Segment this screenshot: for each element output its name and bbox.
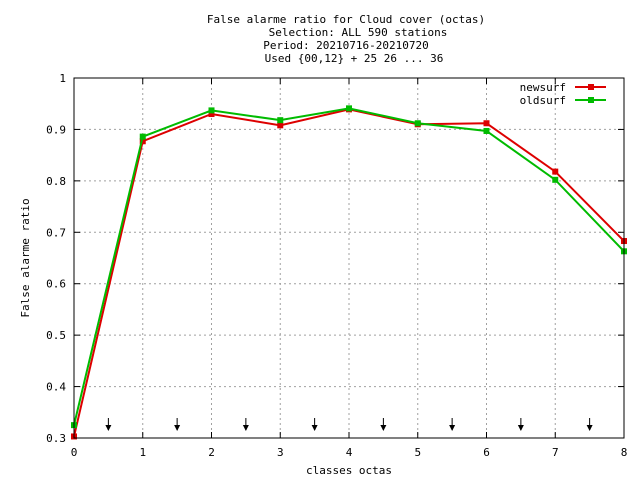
x-tick-label: 5 bbox=[414, 446, 421, 459]
y-tick-label: 1 bbox=[59, 72, 66, 85]
x-tick-label: 6 bbox=[483, 446, 490, 459]
down-arrow-icon bbox=[174, 418, 181, 431]
x-tick-label: 7 bbox=[552, 446, 559, 459]
chart-title: False alarme ratio for Cloud cover (octa… bbox=[207, 13, 485, 65]
series-line bbox=[73, 107, 625, 426]
data-point bbox=[277, 117, 284, 124]
data-point bbox=[552, 176, 559, 183]
title-line-4: Used {00,12} + 25 26 ... 36 bbox=[265, 52, 444, 65]
y-tick-label: 0.6 bbox=[46, 278, 66, 291]
x-tick-label: 1 bbox=[139, 446, 146, 459]
x-tick-label: 3 bbox=[277, 446, 284, 459]
legend-item-newsurf: newsurf bbox=[520, 81, 606, 94]
y-tick-label: 0.7 bbox=[46, 226, 66, 239]
legend-marker bbox=[588, 97, 594, 103]
data-point bbox=[414, 120, 421, 127]
x-axis-label: classes octas bbox=[306, 464, 392, 477]
data-point bbox=[139, 133, 146, 140]
down-arrow-icon bbox=[380, 418, 387, 431]
y-tick-label: 0.5 bbox=[46, 329, 66, 342]
data-point bbox=[139, 138, 146, 145]
data-point bbox=[483, 127, 490, 134]
down-arrow-icon bbox=[242, 418, 249, 431]
tick-labels: 0 1 2 3 4 5 6 7 8 0.3 0.4 0.5 0.6 0.7 0.8 0.9 1 bbox=[46, 72, 627, 459]
title-line-1: False alarme ratio for Cloud cover (octa… bbox=[207, 13, 485, 26]
down-arrow-icon bbox=[586, 418, 593, 431]
data-point bbox=[346, 105, 352, 112]
y-axis-label: False alarme ratio bbox=[19, 198, 32, 317]
down-arrow-icon bbox=[311, 418, 318, 431]
legend-marker bbox=[588, 84, 594, 90]
legend-label: oldsurf bbox=[520, 94, 566, 107]
y-tick-label: 0.8 bbox=[46, 175, 66, 188]
y-tick-label: 0.4 bbox=[46, 381, 66, 394]
data-point bbox=[208, 111, 215, 117]
legend-label: newsurf bbox=[520, 81, 566, 94]
arrow-markers bbox=[105, 418, 593, 431]
title-line-2: Selection: ALL 590 stations bbox=[269, 26, 448, 39]
down-arrow-icon bbox=[449, 418, 456, 431]
x-tick-label: 8 bbox=[621, 446, 628, 459]
grid bbox=[74, 78, 624, 438]
data-point bbox=[483, 120, 490, 127]
series bbox=[71, 105, 627, 440]
down-arrow-icon bbox=[105, 418, 112, 431]
title-line-3: Period: 20210716-20210720 bbox=[263, 39, 429, 52]
data-point bbox=[208, 107, 215, 114]
y-tick-label: 0.9 bbox=[46, 123, 66, 136]
y-tick-label: 0.3 bbox=[46, 432, 66, 445]
x-tick-label: 0 bbox=[71, 446, 78, 459]
x-tick-label: 4 bbox=[346, 446, 353, 459]
legend-item-oldsurf: oldsurf bbox=[520, 94, 606, 107]
data-point bbox=[277, 122, 284, 129]
data-point bbox=[552, 168, 559, 175]
x-tick-label: 2 bbox=[208, 446, 215, 459]
down-arrow-icon bbox=[517, 418, 524, 431]
